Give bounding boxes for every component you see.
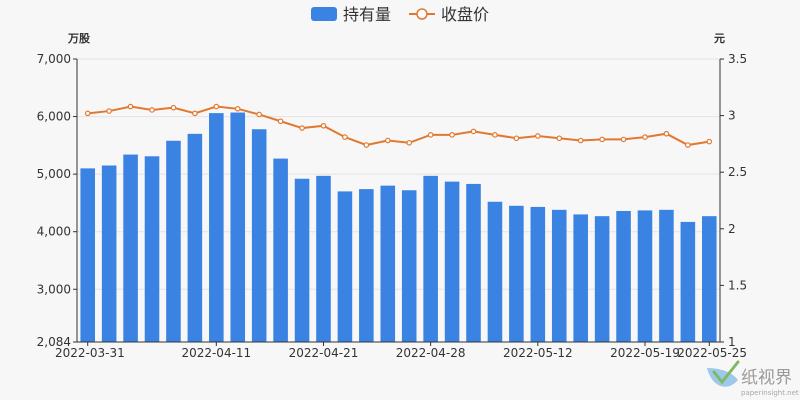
close-price-point [449, 132, 455, 138]
close-price-point [277, 118, 284, 125]
bar-holdings [144, 156, 160, 342]
close-price-point [706, 138, 713, 145]
bar-holdings [230, 112, 246, 342]
watermark-text: 纸视界 [741, 368, 792, 388]
close-price-point [620, 136, 627, 143]
watermark-subtext: paperinsight.net [741, 389, 799, 397]
close-price-point [192, 110, 198, 117]
x-axis-tick-label: 2022-05-19 [610, 346, 680, 360]
bar-holdings [487, 201, 503, 342]
right-axis-tick-label: 2.5 [728, 165, 747, 179]
left-axis-unit: 万股 [67, 32, 91, 45]
legend-item-holdings[interactable]: 持有量 [311, 5, 391, 24]
close-price-point [256, 111, 262, 118]
right-axis-tick-label: 1 [728, 335, 736, 349]
bar-holdings [594, 216, 610, 342]
watermark-logo-icon [707, 360, 740, 387]
bar-holdings [294, 178, 310, 342]
close-price-point [577, 137, 584, 144]
bar-holdings [101, 165, 117, 342]
bar-holdings [380, 185, 396, 342]
close-price-point [663, 130, 670, 137]
bar-holdings [444, 181, 460, 342]
close-price-point [599, 136, 605, 143]
x-axis-tick-label: 2022-05-25 [677, 346, 747, 360]
left-axis-tick-label: 7,000 [37, 52, 71, 66]
legend-label-holdings: 持有量 [343, 5, 391, 24]
close-price-point [406, 139, 413, 146]
right-axis-tick-label: 3 [728, 109, 736, 123]
bar-holdings [530, 206, 546, 342]
close-price-point [234, 106, 241, 112]
x-axis-tick-label: 2022-04-21 [289, 346, 359, 360]
bar-holdings [637, 210, 653, 342]
close-price-point [535, 133, 541, 139]
axes [73, 58, 724, 346]
close-price-point [427, 132, 434, 138]
watermark: 纸视界 paperinsight.net [707, 360, 799, 397]
close-price-point [556, 135, 563, 142]
legend-label-price: 收盘价 [441, 5, 489, 24]
bar-holdings [573, 214, 588, 342]
bar-series-holdings [80, 112, 717, 342]
close-price-point [642, 134, 648, 140]
close-price-point [513, 135, 520, 142]
right-axis-tick-label: 3.5 [728, 52, 747, 66]
x-axis-tick-label: 2022-04-11 [181, 346, 251, 360]
close-price-point [342, 134, 348, 140]
bar-holdings [123, 154, 138, 342]
close-price-point [299, 125, 305, 131]
left-axis-tick-label: 6,000 [37, 110, 71, 124]
close-price-point [320, 122, 327, 129]
bar-holdings [80, 168, 96, 342]
close-price-point [685, 142, 691, 148]
line-series-close-price [84, 103, 713, 148]
bar-holdings [466, 183, 481, 342]
close-price-point [84, 110, 91, 117]
right-axis-unit: 元 [714, 32, 725, 45]
right-axis-tick-label: 1.5 [728, 278, 747, 292]
bar-holdings [316, 175, 331, 342]
left-axis-tick-label: 2,084 [37, 335, 71, 349]
x-axis-tick-label: 2022-05-12 [503, 346, 573, 360]
bar-holdings [680, 221, 696, 342]
bar-holdings [209, 113, 224, 342]
legend-line-marker [416, 8, 428, 20]
legend-item-price[interactable]: 收盘价 [409, 5, 489, 24]
bar-holdings [701, 216, 717, 342]
bar-holdings [166, 140, 181, 342]
close-price-point [470, 128, 477, 135]
right-axis-tick-label: 2 [728, 222, 736, 236]
close-price-point [106, 108, 112, 114]
bar-holdings [551, 209, 567, 342]
bar-holdings [659, 209, 674, 342]
left-axis-tick-label: 3,000 [37, 282, 71, 296]
close-price-point [149, 107, 155, 113]
x-axis-tick-label: 2022-03-31 [55, 346, 125, 360]
legend-bar-swatch [311, 7, 337, 21]
bar-holdings [337, 191, 353, 342]
left-axis-tick-label: 5,000 [37, 167, 71, 181]
bar-holdings [187, 133, 203, 342]
bar-holdings [401, 190, 417, 342]
close-price-point [384, 137, 391, 144]
bar-holdings [251, 129, 267, 342]
close-price-point [170, 104, 177, 111]
bar-holdings [616, 210, 631, 342]
bar-holdings [273, 158, 288, 342]
left-axis-tick-label: 4,000 [37, 225, 71, 239]
legend[interactable]: 持有量 收盘价 [311, 5, 489, 24]
bar-holdings [423, 175, 438, 342]
bar-holdings [509, 205, 524, 342]
close-price-point [492, 132, 498, 138]
close-price-point [363, 142, 370, 148]
x-axis-tick-label: 2022-04-28 [396, 346, 466, 360]
bar-holdings [359, 189, 374, 342]
close-price-line [87, 105, 710, 147]
close-price-point [213, 103, 220, 110]
close-price-point [127, 103, 134, 110]
tick-labels: 2,084 3,000 4,000 5,000 6,000 7,000 1 1.5 2 2.5 3 3… [37, 52, 747, 360]
